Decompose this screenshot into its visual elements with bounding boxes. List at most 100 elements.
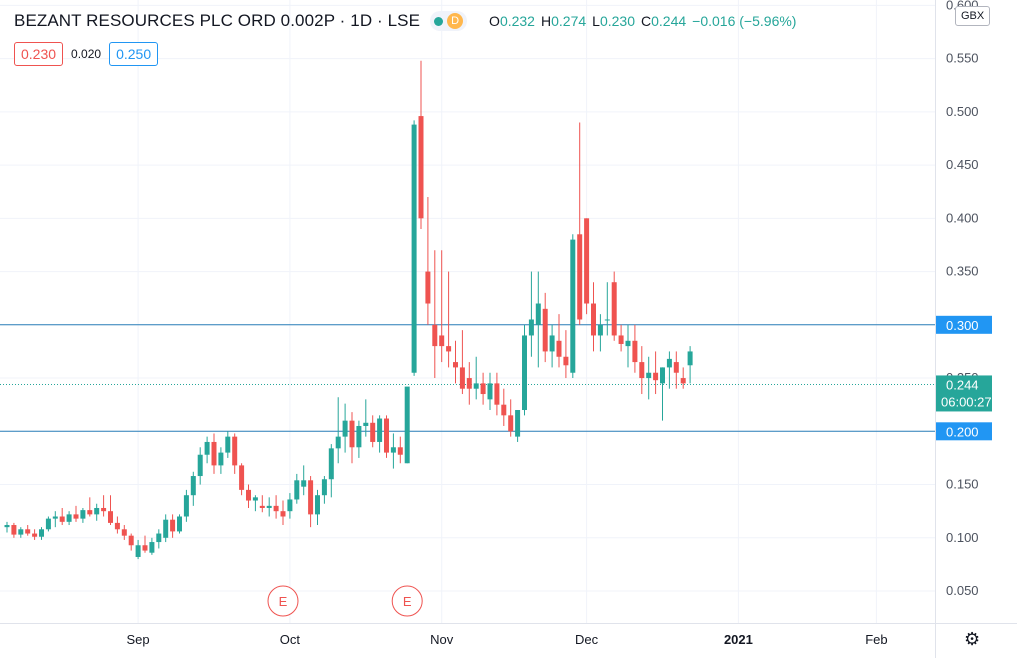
- candle-body: [501, 404, 507, 416]
- candle-body: [446, 346, 452, 352]
- candle-body: [66, 514, 72, 522]
- x-tick-label: Oct: [280, 632, 301, 647]
- x-tick-label: Dec: [575, 632, 599, 647]
- candle-body: [204, 441, 210, 455]
- candle-body: [666, 358, 672, 368]
- candle-body: [246, 489, 251, 501]
- candle-body: [556, 340, 562, 357]
- gear-icon[interactable]: ⚙: [964, 629, 981, 649]
- high-value: 0.274: [551, 13, 587, 29]
- candle-body: [114, 522, 120, 530]
- candle-body: [315, 495, 320, 515]
- y-tick-label: 0.450: [946, 157, 979, 172]
- candle-body: [218, 452, 224, 466]
- candle-body: [80, 510, 86, 519]
- candle-body: [370, 422, 376, 442]
- candle-body: [32, 533, 38, 537]
- candle-body: [549, 335, 555, 352]
- candle-body: [646, 372, 652, 379]
- candle-body: [156, 533, 162, 543]
- candle-body: [197, 454, 203, 477]
- candle-body: [542, 308, 548, 352]
- candle-body: [570, 239, 576, 373]
- candle-body: [673, 362, 679, 373]
- candle-body: [618, 335, 624, 344]
- x-tick-label: Nov: [430, 632, 454, 647]
- candle-body: [515, 410, 521, 437]
- candle-body: [4, 525, 10, 528]
- close-value: 0.244: [651, 13, 687, 29]
- candle-body: [425, 271, 431, 304]
- y-tick-label: 0.100: [946, 530, 979, 545]
- candle-body: [397, 447, 403, 455]
- candle-body: [25, 529, 31, 534]
- low-label: L: [592, 13, 600, 29]
- candle-body: [611, 282, 617, 336]
- candle-body: [563, 356, 569, 366]
- candle-body: [308, 480, 314, 515]
- candle-body: [632, 340, 638, 363]
- candle-body: [87, 510, 93, 515]
- candle-body: [418, 116, 424, 219]
- y-tick-label: 0.350: [946, 264, 979, 279]
- candle-body: [273, 505, 279, 512]
- candle-body: [597, 324, 603, 336]
- candle-body: [390, 447, 396, 453]
- market-status[interactable]: D: [430, 11, 468, 31]
- horizontal-line-label-bg: [936, 315, 992, 334]
- chart-header: BEZANT RESOURCES PLC ORD 0.002P · 1D · L…: [14, 9, 796, 33]
- candle-body: [363, 422, 369, 426]
- candle-body: [508, 415, 514, 432]
- candle-body: [328, 448, 334, 480]
- currency-badge[interactable]: GBX: [955, 6, 991, 26]
- y-tick-label: 0.150: [946, 477, 979, 492]
- x-tick-label: 2021: [724, 632, 753, 647]
- y-tick-label: 0.400: [946, 210, 979, 225]
- candle-body: [466, 378, 472, 389]
- candle-body: [356, 425, 362, 448]
- candle-body: [639, 362, 645, 379]
- earnings-marker: [391, 585, 423, 617]
- candle-body: [653, 372, 659, 381]
- candle-body: [170, 519, 176, 532]
- high-label: H: [540, 13, 552, 29]
- candle-body: [404, 386, 410, 464]
- symbol-title[interactable]: BEZANT RESOURCES PLC ORD 0.002P · 1D · L…: [14, 11, 421, 30]
- candle-body: [225, 436, 231, 453]
- candle-body: [280, 511, 286, 517]
- earnings-marker-label: E: [279, 594, 288, 609]
- candle-body: [18, 529, 24, 535]
- sell-button[interactable]: 0.230: [14, 42, 64, 66]
- earnings-marker-label: E: [403, 594, 412, 609]
- candle-body: [321, 479, 327, 496]
- candle-body: [604, 319, 610, 321]
- spread-value: 0.020: [71, 47, 102, 61]
- candle-body: [680, 378, 686, 384]
- candle-body: [494, 383, 500, 405]
- buy-button[interactable]: 0.250: [109, 42, 159, 66]
- candle-body: [377, 418, 383, 442]
- last-price-label-bg: [936, 375, 992, 412]
- candle-body: [108, 511, 113, 523]
- candle-body: [266, 505, 272, 508]
- candle-body: [349, 420, 355, 448]
- candle-body: [459, 367, 465, 389]
- candle-body: [163, 519, 169, 538]
- y-tick-label: 0.050: [946, 583, 979, 598]
- candle-body: [301, 480, 307, 487]
- candle-body: [239, 465, 245, 490]
- candle-body: [232, 436, 238, 466]
- candle-body: [660, 367, 665, 384]
- candle-body: [577, 234, 583, 320]
- x-tick-label: Sep: [127, 632, 150, 647]
- candle-body: [342, 420, 348, 437]
- candle-body: [439, 335, 445, 347]
- candle-body: [432, 324, 438, 347]
- candle-body: [11, 525, 17, 535]
- candle-body: [453, 362, 458, 368]
- horizontal-line-label: 0.200: [946, 424, 979, 439]
- y-tick-label: 0.550: [946, 51, 979, 66]
- candle-body: [522, 335, 527, 411]
- low-value: 0.230: [599, 13, 635, 29]
